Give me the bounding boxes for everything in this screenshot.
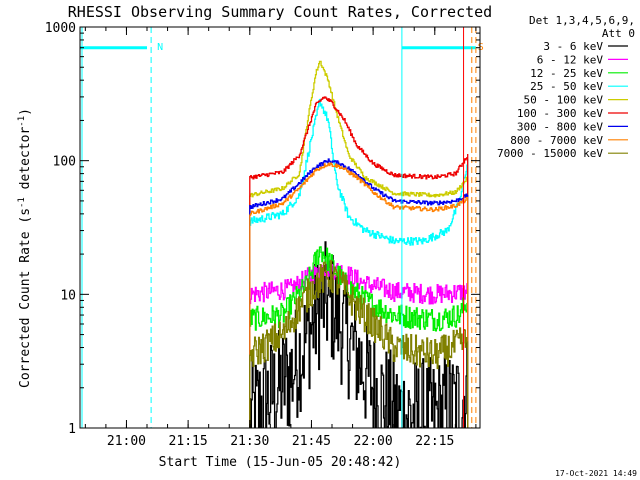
legend-entry-label: 800 - 7000 keV bbox=[510, 134, 603, 147]
series-line-0 bbox=[249, 241, 469, 428]
legend-entry-label: 3 - 6 keV bbox=[543, 40, 603, 53]
y-tick-label: 1 bbox=[68, 422, 76, 437]
series-line-2 bbox=[249, 246, 469, 428]
x-axis-label: Start Time (15-Jun-05 20:48:42) bbox=[159, 455, 402, 470]
marker-label: S bbox=[478, 42, 484, 53]
axis-layer: 21:00 21:15 21:30 21:45 22:00 22:15 1 10 100 1000 bbox=[45, 21, 480, 449]
marker-label: N bbox=[157, 42, 163, 53]
footer-timestamp: 17-Oct-2021 14:49 bbox=[555, 469, 637, 478]
chart-title: RHESSI Observing Summary Count Rates, Co… bbox=[68, 3, 492, 21]
legend-header: Att 0 bbox=[602, 27, 635, 40]
x-tick-label: 21:15 bbox=[169, 434, 208, 449]
plot-frame bbox=[79, 26, 481, 429]
legend-entry-label: 100 - 300 keV bbox=[517, 107, 603, 120]
legend-entry-label: 300 - 800 keV bbox=[517, 120, 603, 133]
legend-entry-label: 6 - 12 keV bbox=[537, 53, 604, 66]
y-tick-label: 100 bbox=[53, 155, 76, 170]
series-line-8 bbox=[249, 260, 469, 428]
legend-entry-label: 50 - 100 keV bbox=[524, 94, 604, 107]
x-tick-label: 22:00 bbox=[354, 434, 393, 449]
x-tick-label: 22:15 bbox=[415, 434, 454, 449]
y-axis-label: Corrected Count Rate (s-1 detector-1) bbox=[17, 108, 33, 388]
series-line-7 bbox=[249, 162, 469, 428]
legend-header: Det 1,3,4,5,6,9, bbox=[529, 14, 635, 27]
y-tick-label: 10 bbox=[60, 288, 76, 303]
x-tick-label: 21:30 bbox=[230, 434, 269, 449]
x-tick-label: 21:45 bbox=[292, 434, 331, 449]
series-line-4 bbox=[249, 60, 469, 428]
legend-entry-label: 7000 - 15000 keV bbox=[497, 147, 603, 160]
series-line-5 bbox=[249, 96, 469, 428]
series-line-6 bbox=[249, 158, 469, 428]
legend-entry-label: 12 - 25 keV bbox=[530, 67, 603, 80]
series-layer bbox=[249, 60, 469, 428]
series-line-1 bbox=[249, 259, 469, 428]
legend-entry-label: 25 - 50 keV bbox=[530, 80, 603, 93]
x-tick-label: 21:00 bbox=[107, 434, 146, 449]
series-line-3 bbox=[249, 98, 469, 428]
y-tick-label: 1000 bbox=[45, 21, 76, 36]
